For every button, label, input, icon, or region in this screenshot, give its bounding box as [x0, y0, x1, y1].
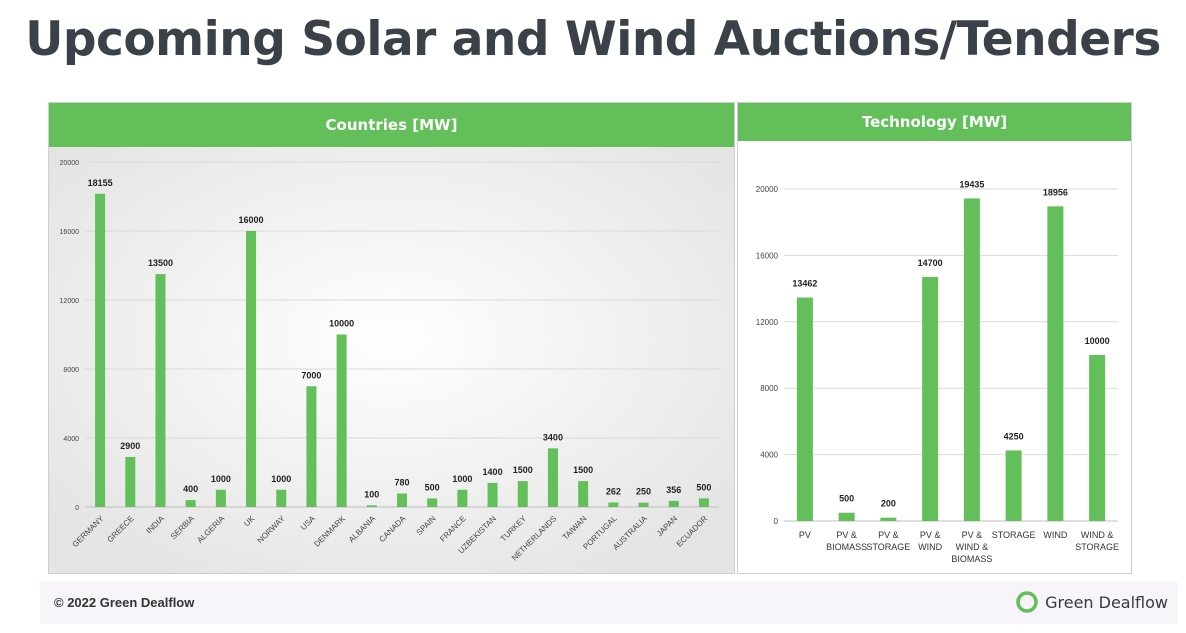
data-label: 1000	[211, 474, 231, 484]
x-tick-label: WIND &	[956, 542, 989, 552]
data-label: 13500	[148, 258, 173, 268]
technology-chart-title: Technology [MW]	[738, 103, 1131, 141]
x-tick-label: STORAGE	[992, 530, 1036, 540]
technology-panel: Technology [MW] 0 4000 8000 12000 16000 20000…	[737, 102, 1132, 574]
bar	[246, 231, 257, 507]
x-tick-label: WIND	[1043, 530, 1067, 540]
bar	[366, 505, 377, 507]
data-label: 250	[636, 487, 651, 497]
x-tick-label: PV	[799, 530, 811, 540]
technology-chart-title-text: Technology [MW]	[861, 113, 1008, 131]
bar	[668, 500, 679, 507]
page-title: Upcoming Solar and Wind Auctions/Tenders	[25, 12, 1161, 67]
y-tick-label: 0	[774, 517, 779, 526]
bar	[185, 500, 196, 507]
y-tick-label: 4000	[760, 451, 778, 460]
bar	[125, 456, 136, 507]
bar	[880, 517, 897, 521]
plot-background	[49, 147, 734, 573]
data-label: 3400	[543, 432, 563, 442]
technology-bar-chart: 0 4000 8000 12000 16000 20000 13462 PV 500 PV & BI…	[756, 179, 1119, 564]
data-label: 400	[183, 484, 198, 494]
data-label: 4250	[1004, 431, 1024, 441]
data-label: 1000	[452, 474, 472, 484]
data-label: 18155	[88, 178, 113, 188]
x-tick-label: PV &	[920, 530, 941, 540]
data-label: 356	[666, 485, 681, 495]
bar	[1047, 206, 1064, 522]
footer-copyright: © 2022 Green Dealflow	[54, 595, 195, 610]
data-label: 200	[881, 499, 896, 509]
x-tick-label: PV &	[836, 530, 857, 540]
y-tick-label: 8000	[63, 367, 79, 374]
data-label: 18956	[1043, 187, 1068, 197]
x-tick-label: PV &	[878, 530, 899, 540]
bar	[95, 193, 106, 508]
bar	[517, 481, 528, 507]
data-label: 500	[696, 482, 711, 492]
bar	[578, 481, 589, 507]
bar	[547, 448, 558, 507]
bar	[796, 297, 813, 521]
bar	[1089, 355, 1106, 521]
data-label: 16000	[239, 215, 264, 225]
bar	[306, 386, 317, 507]
x-tick-label: WIND	[918, 542, 942, 552]
countries-chart-title: Countries [MW]	[49, 103, 734, 147]
y-tick-label: 12000	[756, 318, 779, 327]
footer-bar: © 2022 Green Dealflow Green Dealflow	[40, 582, 1178, 624]
bar	[838, 512, 855, 521]
bar	[963, 198, 980, 521]
y-tick-label: 20000	[756, 185, 779, 194]
data-label: 1500	[573, 465, 593, 475]
x-tick-label: STORAGE	[1075, 542, 1119, 552]
x-tick-label: WIND &	[1081, 530, 1114, 540]
data-label: 262	[606, 486, 621, 496]
bar	[1005, 450, 1022, 521]
bar	[215, 489, 226, 507]
brand-name: Green Dealflow	[1045, 592, 1168, 612]
data-label: 10000	[1085, 336, 1110, 346]
data-label: 10000	[329, 319, 354, 329]
brand-ring-icon	[1016, 591, 1038, 613]
data-label: 13462	[792, 279, 817, 289]
data-label: 2900	[120, 441, 140, 451]
countries-chart-title-text: Countries [MW]	[325, 116, 458, 134]
data-label: 1400	[483, 467, 503, 477]
data-label: 14700	[918, 258, 943, 268]
y-tick-label: 4000	[63, 436, 79, 443]
data-label: 780	[394, 478, 409, 488]
countries-bar-chart: 04000800012000160002000018155GERMANY2900…	[49, 147, 734, 573]
data-label: 500	[839, 494, 854, 504]
bar	[155, 274, 166, 507]
x-tick-label: BIOMASS	[826, 542, 867, 552]
y-tick-label: 20000	[60, 160, 80, 167]
x-tick-label: STORAGE	[866, 542, 910, 552]
y-tick-label: 0	[75, 505, 79, 512]
bar	[608, 502, 619, 507]
data-label: 7000	[301, 370, 321, 380]
y-tick-label: 16000	[756, 251, 779, 260]
y-tick-label: 8000	[760, 384, 778, 393]
bar	[698, 498, 709, 507]
data-label: 1000	[271, 474, 291, 484]
bar	[457, 489, 468, 507]
data-label: 500	[425, 482, 440, 492]
y-tick-label: 12000	[60, 298, 80, 305]
x-tick-label: BIOMASS	[951, 554, 992, 564]
y-tick-label: 16000	[60, 229, 80, 236]
bar	[922, 276, 939, 521]
bar	[487, 482, 498, 507]
data-label: 19435	[959, 179, 984, 189]
x-tick-label: PV &	[962, 530, 983, 540]
bar	[276, 489, 287, 507]
bar	[427, 498, 438, 507]
bar	[397, 493, 407, 507]
countries-panel: Countries [MW] 0 4000 8000 12000 16000 20000 1…	[48, 102, 735, 574]
bar	[638, 502, 649, 507]
data-label: 1500	[513, 465, 533, 475]
brand-logo[interactable]: Green Dealflow	[1015, 590, 1168, 614]
data-label: 100	[364, 489, 379, 499]
bar	[336, 334, 347, 507]
